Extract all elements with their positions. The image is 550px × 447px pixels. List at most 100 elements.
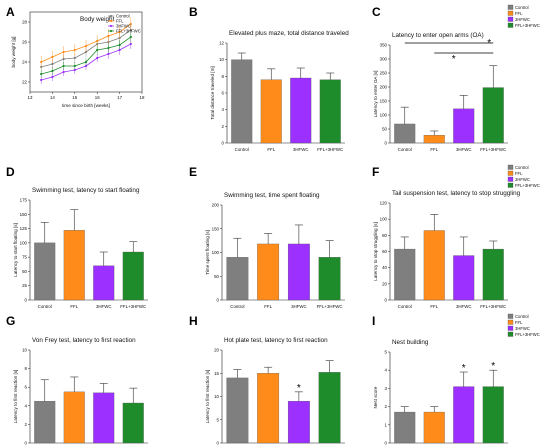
- bar-ffl-3hfwc: [482, 386, 504, 444]
- legend-swatch: [507, 331, 514, 337]
- x-tick-label: 3HFWC: [291, 304, 307, 309]
- y-tick-label: 10: [22, 348, 27, 353]
- plot-frame: [29, 11, 143, 93]
- bar-ffl: [63, 230, 85, 301]
- y-tick-label: 6: [222, 91, 225, 96]
- data-point: [107, 46, 110, 50]
- y-tick-label: 60: [382, 249, 387, 254]
- y-tick-label: 100: [380, 113, 388, 118]
- legend-marker: [109, 29, 113, 33]
- y-tick-label: 50: [22, 269, 27, 274]
- y-tick-label: 75: [22, 255, 27, 260]
- x-tick-label: FFL: [264, 304, 272, 309]
- x-tick-label: Control: [38, 304, 52, 309]
- x-tick-label: FFL+3HFWC: [317, 304, 343, 309]
- y-tick-label: 22: [22, 80, 27, 85]
- panel-d-ylabel: Latency to start floating [s]: [13, 223, 18, 277]
- legend-swatch: [507, 319, 514, 325]
- y-tick-label: 0: [385, 141, 388, 146]
- significance-star: *: [491, 361, 495, 372]
- y-tick-label: 0: [217, 441, 220, 446]
- y-tick-label: 8: [222, 74, 225, 79]
- panel-label-f: F: [372, 165, 379, 179]
- bar-3hfwc: [287, 400, 310, 444]
- bar-control: [226, 377, 249, 444]
- legend-label: 3HFWC: [116, 24, 131, 29]
- x-tick-label: 15: [72, 95, 77, 100]
- x-tick-label: FFL: [70, 304, 78, 309]
- bar-3hfwc: [453, 108, 475, 144]
- legend-label: FFL: [515, 11, 523, 16]
- y-tick-label: 4: [222, 107, 225, 112]
- panel-i-title: Nest building: [392, 339, 429, 346]
- legend-label: Control: [116, 14, 130, 19]
- y-tick-label: 0: [385, 441, 388, 446]
- panel-label-a: A: [6, 5, 15, 19]
- panel-g-title: Von Frey test, latency to first reaction: [32, 337, 136, 344]
- legend-label: 3HFWC: [515, 17, 530, 22]
- panel-a-title: Body weight: [80, 16, 115, 23]
- y-tick-label: 2: [222, 124, 225, 129]
- panel-e-title: Swimming test, time spent floating: [224, 192, 320, 199]
- y-tick-label: 0: [25, 441, 28, 446]
- data-point: [73, 64, 76, 68]
- data-point: [107, 52, 110, 56]
- panel-label-e: E: [189, 165, 197, 179]
- data-point: [40, 78, 43, 82]
- significance-star: *: [297, 383, 301, 394]
- y-tick-label: 5: [217, 417, 220, 422]
- y-tick-label: 2: [25, 422, 28, 427]
- bar-ffl: [257, 243, 280, 301]
- bar-ffl: [423, 135, 445, 144]
- panel-f-title: Tail suspension test, latency to stop st…: [392, 190, 521, 197]
- legend-swatch: [507, 16, 514, 22]
- panel-h-title: Hot plate test, latency to first reactio…: [224, 337, 328, 344]
- data-point: [129, 22, 132, 26]
- bar-ffl: [423, 230, 445, 301]
- bar-ffl: [260, 79, 282, 144]
- x-tick-label: FFL: [267, 147, 275, 152]
- data-point: [51, 62, 54, 66]
- legend-swatch: [507, 325, 514, 331]
- bar-ffl: [257, 373, 280, 444]
- y-tick-label: 6: [25, 385, 28, 390]
- y-tick-label: 250: [380, 71, 388, 76]
- bar-ffl-3hfwc: [482, 87, 504, 144]
- y-tick-label: 350: [380, 43, 388, 48]
- bar-3hfwc: [453, 255, 475, 301]
- y-tick-label: 40: [382, 265, 387, 270]
- legend-label: FFL: [515, 320, 523, 325]
- y-tick-label: 10: [219, 57, 224, 62]
- panel-i-ylabel: Nest score: [373, 386, 378, 408]
- panel-label-c: C: [372, 5, 381, 19]
- data-point: [73, 48, 76, 52]
- y-tick-label: 0: [217, 298, 220, 303]
- bar-ffl-3hfwc: [318, 372, 341, 444]
- y-tick-label: 10: [214, 394, 219, 399]
- bar-ffl: [423, 411, 445, 444]
- y-tick-label: 150: [20, 212, 28, 217]
- y-tick-label: 2: [385, 404, 388, 409]
- panel-f-ylabel: Latency to stop struggling [s]: [373, 222, 378, 280]
- panel-c-title: Latency to enter open arms (OA): [392, 32, 484, 39]
- x-tick-label: FFL+3HFWC: [317, 147, 343, 152]
- legend-marker: [109, 24, 113, 28]
- y-tick-label: 80: [382, 233, 387, 238]
- x-tick-label: 18: [140, 95, 145, 100]
- data-point: [96, 39, 99, 43]
- legend-label: FFL+3HFWC: [515, 332, 540, 337]
- data-point: [62, 70, 65, 74]
- y-tick-label: 4: [385, 368, 388, 373]
- data-point: [51, 55, 54, 59]
- y-tick-label: 200: [212, 203, 220, 208]
- significance-star: *: [487, 38, 491, 49]
- data-point: [62, 64, 65, 68]
- legend-label: FFL+3HFWC: [116, 29, 141, 34]
- y-tick-label: 4: [25, 403, 28, 408]
- y-tick-label: 300: [380, 57, 388, 62]
- bar-control: [226, 257, 249, 301]
- y-tick-label: 8: [25, 366, 28, 371]
- data-point: [40, 60, 43, 64]
- panel-d-title: Swimming test, latency to start floating: [32, 187, 140, 194]
